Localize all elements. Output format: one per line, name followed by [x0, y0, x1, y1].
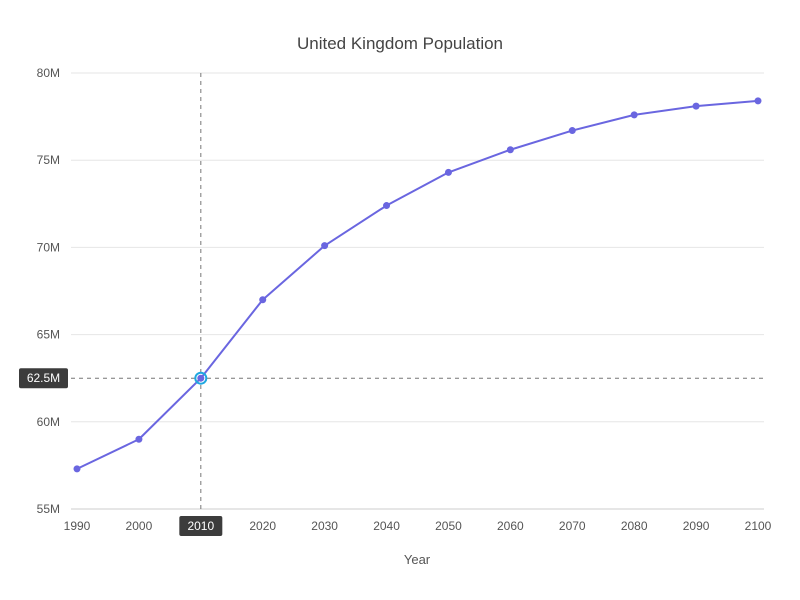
y-value-badge	[19, 368, 68, 389]
x-tick-label: 2070	[559, 519, 586, 533]
x-tick-label: 2000	[126, 519, 153, 533]
y-tick-label: 60M	[37, 415, 60, 429]
x-tick-label: 2100	[745, 519, 772, 533]
x-tick-label: 2060	[497, 519, 524, 533]
y-tick-label: 65M	[37, 328, 60, 342]
data-point[interactable]	[444, 168, 452, 176]
y-tick-label: 70M	[37, 240, 60, 254]
data-point[interactable]	[383, 202, 391, 210]
data-point[interactable]	[692, 102, 700, 110]
x-tick-label: 2050	[435, 519, 462, 533]
data-point[interactable]	[321, 242, 329, 250]
data-point[interactable]	[630, 111, 638, 119]
x-value-badge-label: 2010	[187, 519, 214, 533]
x-tick-label: 2020	[249, 519, 276, 533]
data-point[interactable]	[259, 296, 267, 304]
data-point[interactable]	[135, 435, 143, 443]
x-tick-label: 2040	[373, 519, 400, 533]
data-point[interactable]	[506, 146, 514, 154]
series-layer	[73, 97, 762, 473]
x-tick-label: 1990	[64, 519, 91, 533]
x-tick-label: 2090	[683, 519, 710, 533]
series-line	[76, 99, 759, 470]
x-axis-title: Year	[404, 552, 431, 567]
crosshair-layer	[71, 73, 764, 509]
chart-title: United Kingdom Population	[297, 34, 503, 53]
data-point[interactable]	[73, 465, 81, 473]
x-tick-label: 2030	[311, 519, 338, 533]
y-tick-label: 55M	[37, 502, 60, 516]
y-value-badge-label: 62.5M	[27, 371, 60, 385]
highlighted-point[interactable]	[197, 375, 204, 382]
x-tick-label: 2080	[621, 519, 648, 533]
data-point[interactable]	[568, 127, 576, 135]
highlight-badges: 62.5M 2010	[19, 368, 223, 536]
highlighted-point-ring[interactable]	[194, 371, 208, 385]
grid-layer	[71, 72, 764, 510]
y-tick-label: 80M	[37, 66, 60, 80]
data-point[interactable]	[754, 97, 762, 105]
x-value-badge	[179, 516, 223, 536]
axis-layer: 55M 60M 65M 70M 75M 80M 1990 2000 2020 2030 2040 20…	[37, 66, 772, 533]
y-tick-label: 75M	[37, 153, 60, 167]
